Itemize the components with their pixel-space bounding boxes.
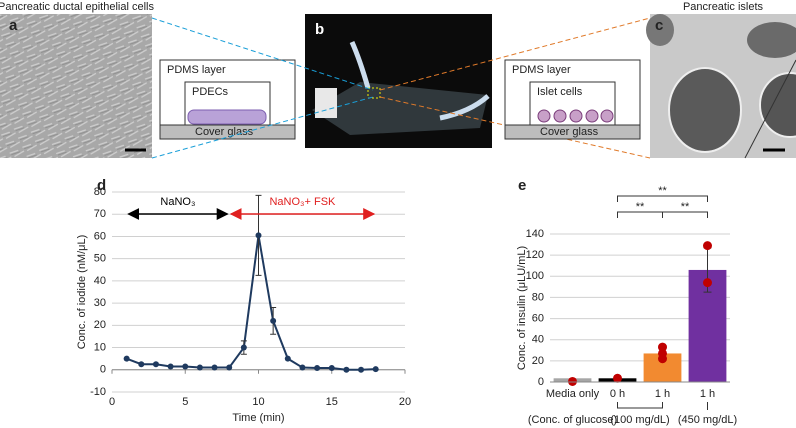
- y-tick-label: 60: [94, 230, 106, 242]
- marker: [372, 366, 379, 373]
- significance-bracket: [662, 211, 708, 218]
- chip: [312, 82, 488, 135]
- significance-label: **: [681, 201, 690, 213]
- significance-bracket: [617, 195, 708, 202]
- x-tick-label: 1 h: [700, 388, 715, 400]
- x-tick-label: Media only: [546, 388, 600, 400]
- data-point: [568, 376, 577, 386]
- x-axis-label: Time (min): [232, 412, 284, 424]
- y-axis-label: Conc. of iodide (nM/μL): [76, 235, 88, 350]
- tape: [315, 88, 337, 118]
- y-tick-label: 30: [94, 297, 106, 309]
- tube: [439, 94, 490, 121]
- diagram-a: PDMS layer PDECs Cover glass: [159, 59, 296, 140]
- data-point: [613, 373, 622, 383]
- marker: [211, 364, 218, 371]
- annotation: NaNO₃+ FSK: [269, 196, 336, 208]
- marker: [152, 361, 159, 368]
- y-tick-label: 0: [100, 364, 106, 376]
- y-tick-label: 80: [532, 291, 544, 303]
- group-label: (Conc. of glucose): [528, 414, 617, 426]
- marker: [314, 365, 321, 371]
- y-tick-label: 40: [532, 334, 544, 346]
- panel-label: d: [97, 177, 106, 194]
- group-bracket: [617, 402, 663, 409]
- significance-label: **: [658, 185, 667, 197]
- y-tick-label: 50: [94, 253, 106, 265]
- y-tick-label: 20: [532, 355, 544, 367]
- marker: [226, 364, 233, 371]
- marker: [343, 366, 350, 373]
- diagram-c: PDMS layer Islet cells Cover glass: [504, 59, 641, 140]
- x-tick-label: 15: [326, 396, 338, 408]
- zoom-line: [379, 17, 651, 91]
- y-axis-label: Conc. of insulin (μLU/mL): [516, 246, 528, 370]
- diagram-text: PDMS layer: [512, 64, 571, 76]
- marker: [123, 355, 130, 362]
- data-point: [658, 342, 667, 352]
- data-point: [658, 348, 667, 358]
- marker: [167, 363, 174, 370]
- y-tick-label: 120: [526, 249, 544, 261]
- zoom-line: [151, 96, 374, 159]
- data-point: [703, 278, 712, 288]
- diagram-text: Cover glass: [195, 126, 254, 138]
- group-label: (450 mg/dL): [678, 414, 737, 426]
- marker: [358, 366, 365, 373]
- marker: [299, 364, 306, 371]
- x-tick-label: 1 h: [655, 388, 670, 400]
- x-tick-label: 20: [399, 396, 411, 408]
- marker: [284, 355, 291, 362]
- y-tick-label: 0: [538, 376, 544, 388]
- panel-label: e: [518, 177, 526, 194]
- caption-a: Pancreatic ductal epithelial cells: [0, 1, 154, 13]
- roi: [367, 87, 381, 99]
- marker: [255, 232, 262, 239]
- diagram-text: Islet cells: [537, 86, 583, 98]
- x-tick-label: 0: [109, 396, 115, 408]
- photo-a: [0, 14, 152, 158]
- annotation: NaNO₃: [160, 196, 195, 208]
- group-label: (100 mg/dL): [610, 414, 669, 426]
- diagram-text: PDMS layer: [167, 64, 226, 76]
- y-tick-label: 40: [94, 275, 106, 287]
- marker: [196, 364, 203, 371]
- y-tick-label: 70: [94, 208, 106, 220]
- y-tick-label: -10: [90, 386, 106, 398]
- x-tick-label: 10: [252, 396, 264, 408]
- diagram-text: PDECs: [192, 86, 229, 98]
- islets: [646, 14, 796, 159]
- marker: [182, 363, 189, 370]
- y-tick-label: 80: [94, 186, 106, 198]
- y-tick-label: 20: [94, 319, 106, 331]
- y-tick-label: 10: [94, 341, 106, 353]
- tube: [349, 40, 371, 89]
- y-tick-label: 100: [526, 270, 544, 282]
- zoom-line: [151, 17, 374, 91]
- marker: [138, 361, 145, 368]
- data-point: [703, 241, 712, 251]
- marker: [240, 344, 247, 351]
- x-tick-label: 0 h: [610, 388, 625, 400]
- panel-label: b: [315, 21, 324, 38]
- x-tick-label: 5: [182, 396, 188, 408]
- marker: [328, 365, 335, 371]
- marker: [270, 317, 277, 324]
- diagram-text: Cover glass: [540, 126, 599, 138]
- panel-label: a: [9, 17, 18, 34]
- panel-label: c: [655, 17, 663, 34]
- caption-c: Pancreatic islets: [683, 1, 764, 13]
- line: [126, 235, 376, 371]
- y-tick-label: 60: [532, 312, 544, 324]
- y-tick-label: 140: [526, 228, 544, 240]
- significance-label: **: [636, 201, 645, 213]
